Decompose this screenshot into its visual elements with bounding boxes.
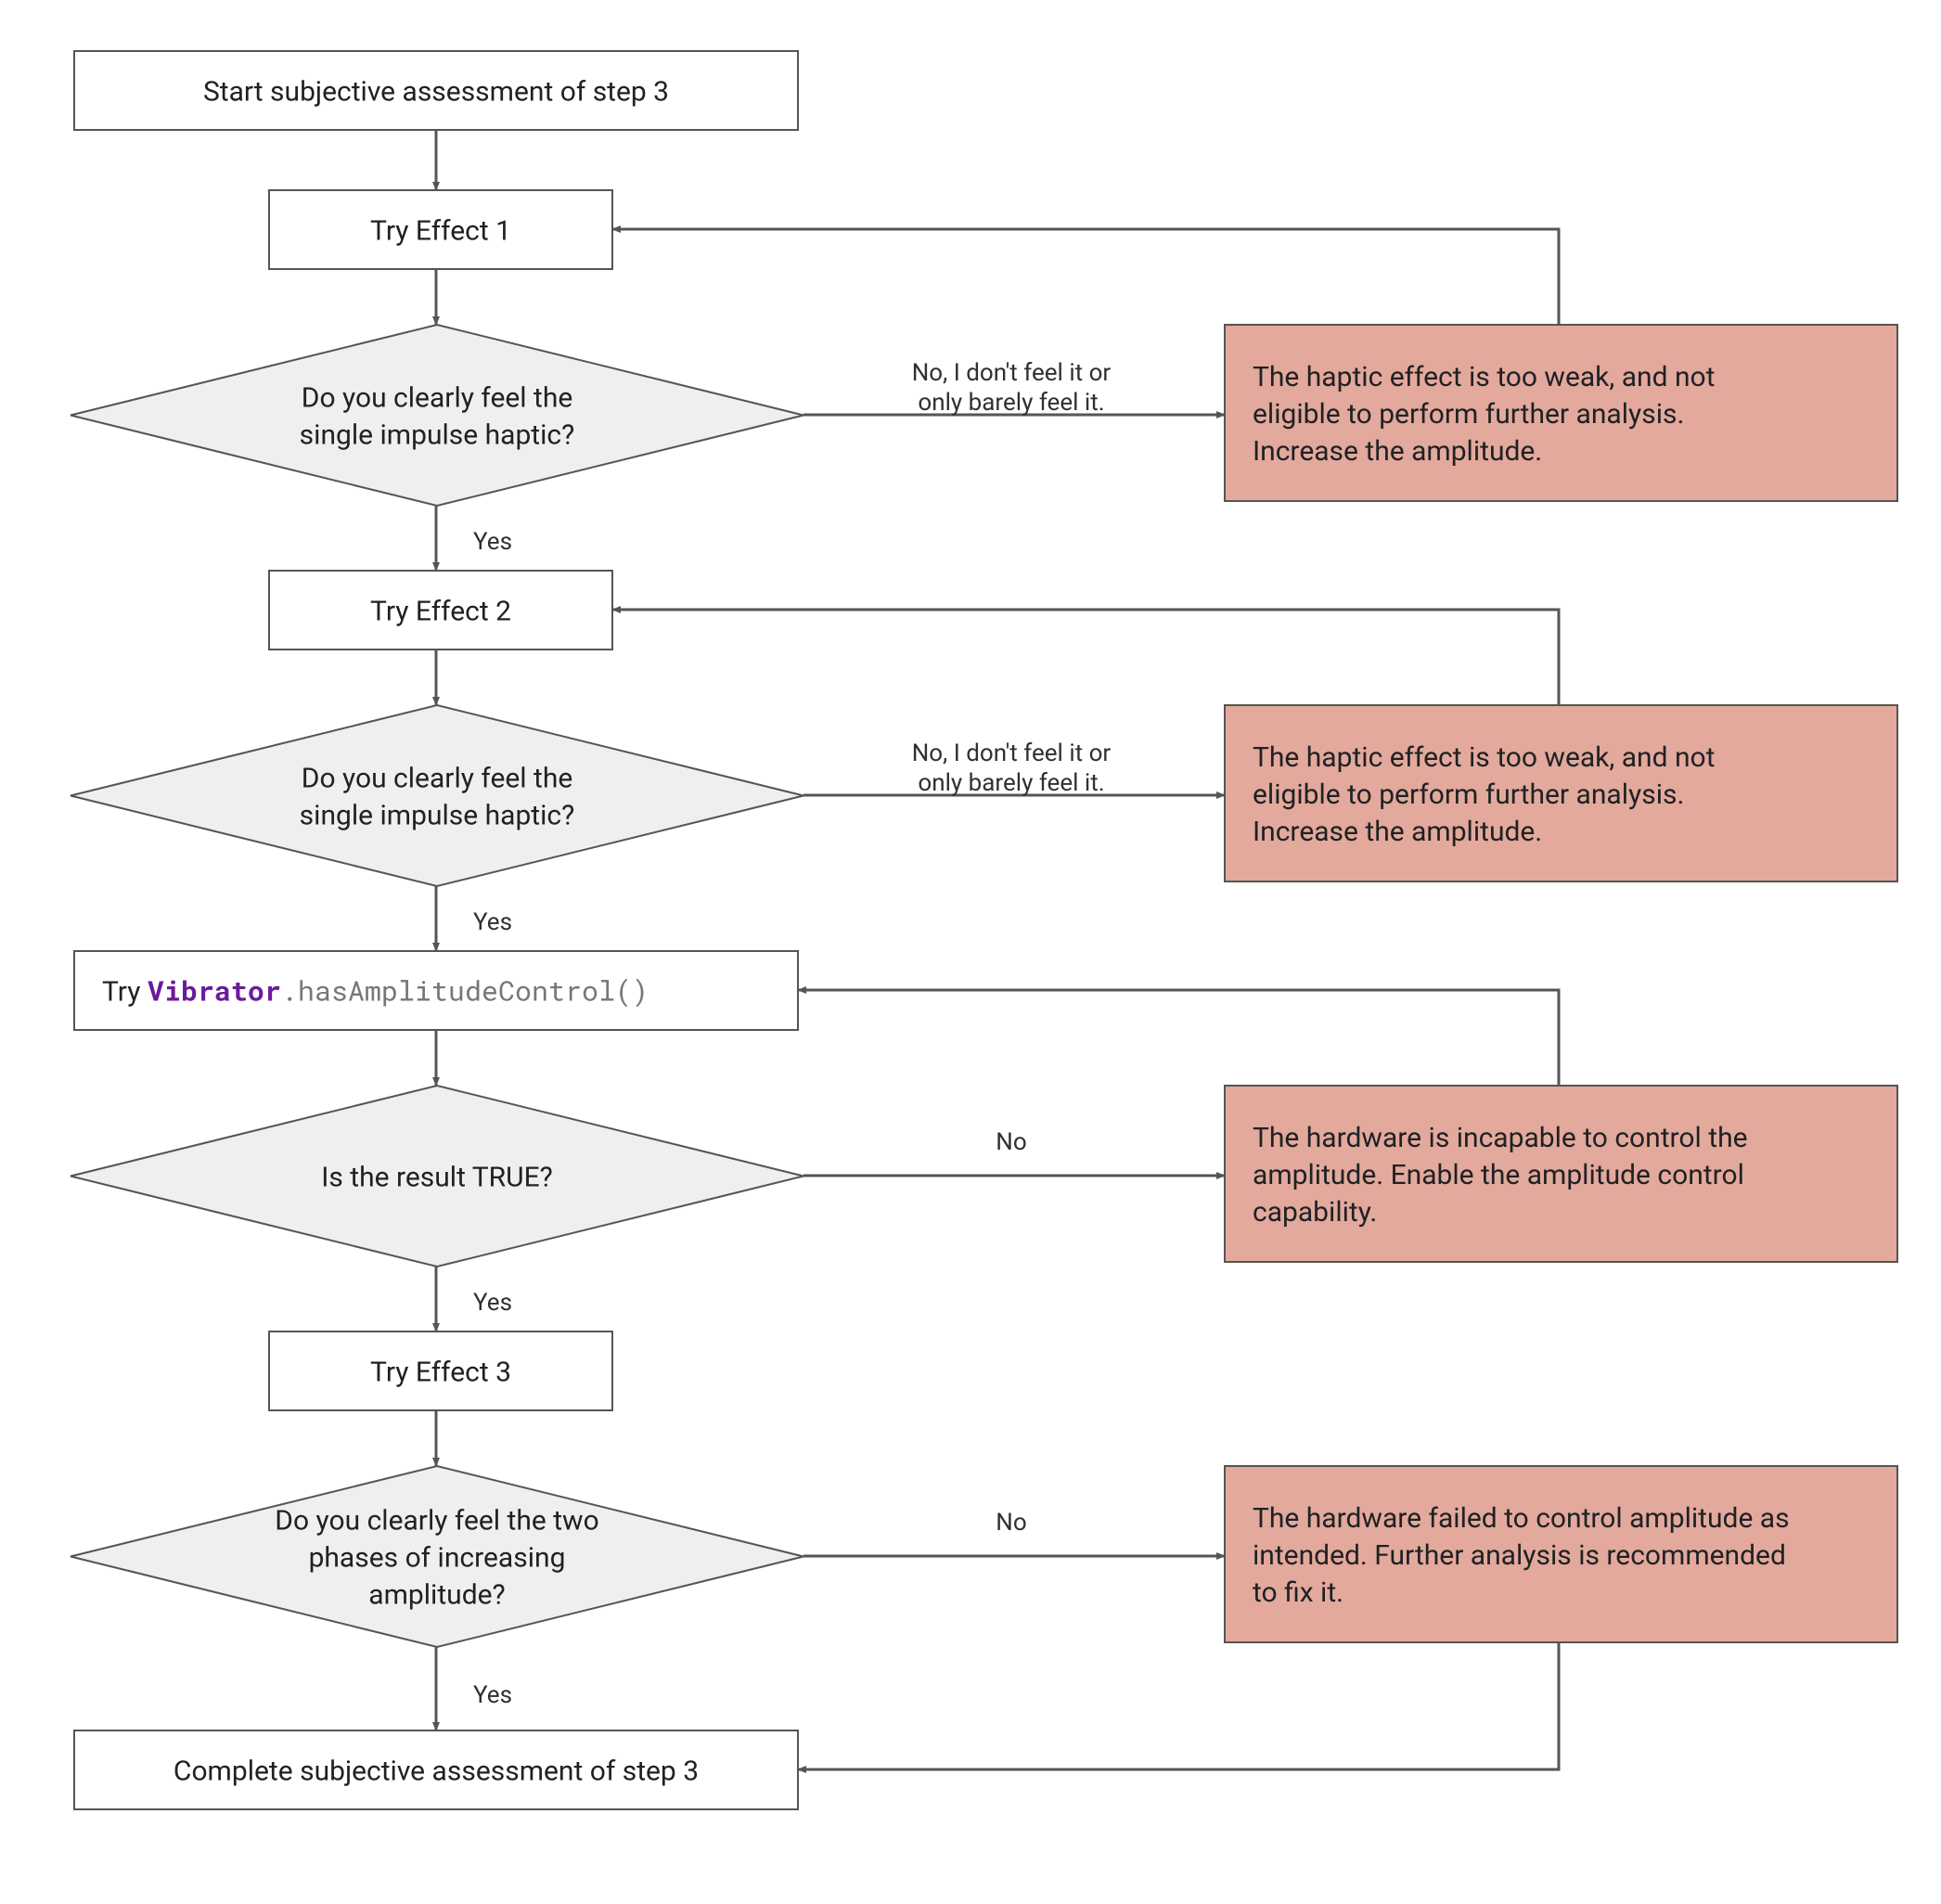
node-complete-text: Complete subjective assessment of step 3 [174, 1755, 699, 1787]
node-tryhac: Try Vibrator.hasAmplitudeControl() [74, 951, 798, 1030]
node-tryhac-text: Try Vibrator.hasAmplitudeControl() [102, 972, 649, 1009]
node-dec3-text: Is the result TRUE? [321, 1161, 553, 1193]
flowchart: Start subjective assessment of step 3 Try… [0, 0, 1941, 1904]
node-warn3: The hardware is incapable to control the… [1225, 1086, 1897, 1262]
node-try3-text: Try Effect 3 [370, 1356, 511, 1388]
node-complete: Complete subjective assessment of step 3 [74, 1730, 798, 1809]
edge-e_dec3_try3-label: Yes [473, 1289, 512, 1317]
node-warn2: The haptic effect is too weak, and notel… [1225, 705, 1897, 881]
edge-e_dec1_warn1-label: No, I don't feel it oronly barely feel i… [912, 359, 1112, 417]
edge-e_dec4_comp-label: Yes [473, 1681, 512, 1709]
edge-e_warn1_try1 [612, 229, 1559, 325]
node-dec1: Do you clearly feel thesingle impulse ha… [71, 325, 803, 506]
node-try3: Try Effect 3 [269, 1332, 612, 1410]
node-warn4: The hardware failed to control amplitude… [1225, 1466, 1897, 1642]
node-try1: Try Effect 1 [269, 190, 612, 269]
edge-e_warn4_comp [798, 1642, 1559, 1769]
node-start: Start subjective assessment of step 3 [74, 51, 798, 130]
edge-e_warn3_hac [798, 990, 1559, 1086]
edge-e_dec1_try2-label: Yes [473, 528, 512, 556]
node-dec4: Do you clearly feel the twophases of inc… [71, 1466, 803, 1647]
node-start-text: Start subjective assessment of step 3 [203, 75, 669, 108]
edge-e_warn2_try2 [612, 610, 1559, 705]
node-dec2: Do you clearly feel thesingle impulse ha… [71, 705, 803, 886]
node-try2-text: Try Effect 2 [370, 595, 511, 627]
node-try2: Try Effect 2 [269, 571, 612, 650]
node-try1-text: Try Effect 1 [370, 214, 511, 247]
edge-e_dec4_warn4-label: No [996, 1509, 1026, 1537]
edge-e_dec2_hac-label: Yes [473, 908, 512, 936]
node-dec3: Is the result TRUE? [71, 1086, 803, 1267]
node-warn1: The haptic effect is too weak, and notel… [1225, 325, 1897, 501]
edge-e_dec3_warn3-label: No [996, 1128, 1026, 1156]
edge-e_dec2_warn2-label: No, I don't feel it oronly barely feel i… [912, 740, 1112, 797]
